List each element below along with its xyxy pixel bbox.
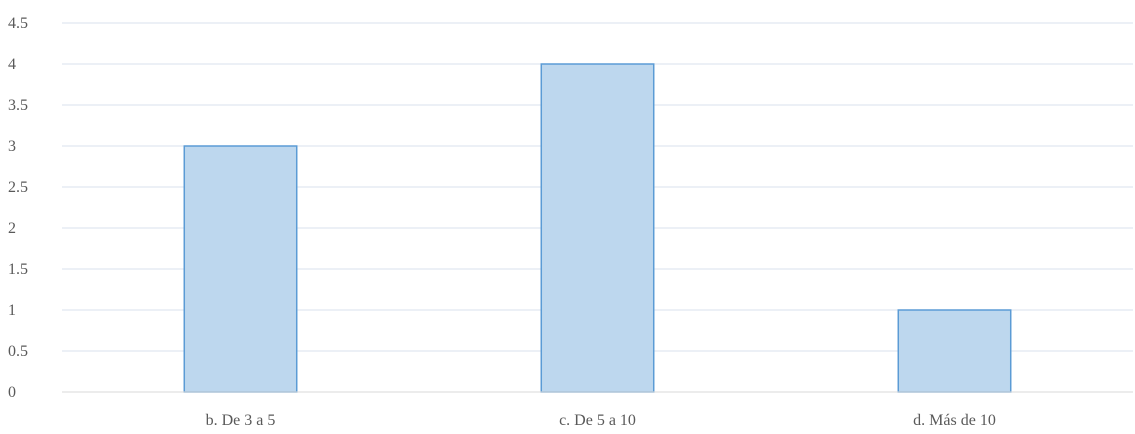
x-tick-label: d. Más de 10 xyxy=(913,412,996,429)
bar xyxy=(897,309,1012,393)
bar xyxy=(183,145,298,393)
x-tick-label: c. De 5 a 10 xyxy=(559,412,636,429)
bar xyxy=(540,63,655,393)
y-tick-label: 2.5 xyxy=(8,179,28,196)
y-tick-label: 4.5 xyxy=(8,15,28,32)
y-tick-label: 0.5 xyxy=(8,343,28,360)
y-tick-label: 3 xyxy=(8,138,16,155)
y-tick-label: 3.5 xyxy=(8,97,28,114)
x-axis-ticks: b. De 3 a 5 c. De 5 a 10 d. Más de 10 xyxy=(206,412,996,429)
y-tick-label: 1.5 xyxy=(8,261,28,278)
y-tick-label: 0 xyxy=(8,384,16,401)
y-tick-label: 1 xyxy=(8,302,16,319)
y-tick-label: 4 xyxy=(8,56,16,73)
y-tick-label: 2 xyxy=(8,220,16,237)
bars xyxy=(183,63,1012,393)
x-tick-label: b. De 3 a 5 xyxy=(206,412,276,429)
y-axis-ticks: 0 0.5 1 1.5 2 2.5 3 3.5 4 4.5 xyxy=(8,15,28,401)
